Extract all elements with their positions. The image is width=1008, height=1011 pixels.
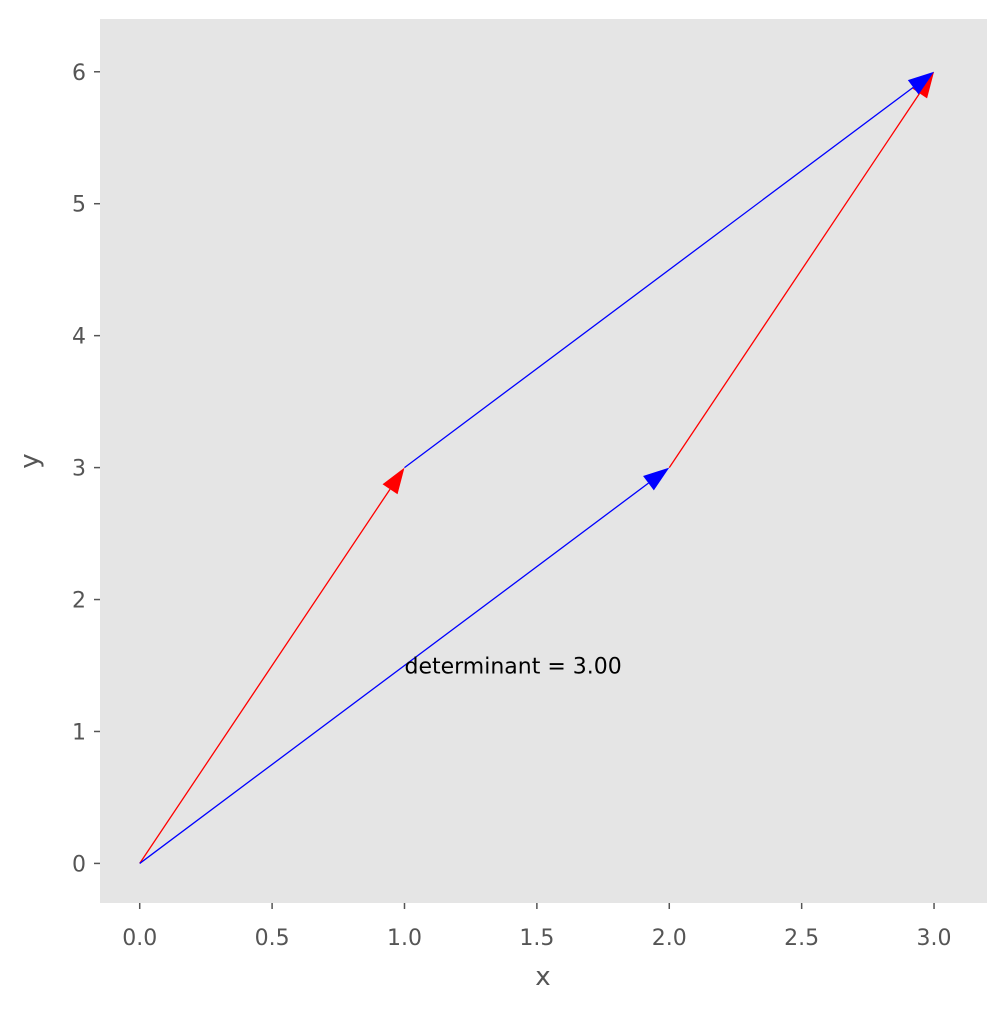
x-tick-label: 2.0 bbox=[652, 926, 687, 951]
annotation: determinant = 3.00 bbox=[404, 655, 621, 680]
y-tick-label: 6 bbox=[72, 61, 86, 86]
arrow-shaft bbox=[404, 86, 914, 469]
arrow-shaft bbox=[139, 482, 649, 864]
y-tick-label: 5 bbox=[72, 193, 86, 218]
arrow bbox=[139, 467, 405, 864]
x-axis-label: x bbox=[535, 962, 550, 992]
x-tick-label: 2.5 bbox=[784, 926, 819, 951]
arrow-head bbox=[907, 71, 935, 95]
arrow-shaft bbox=[668, 93, 921, 468]
plot-area bbox=[100, 19, 987, 903]
arrow-head bbox=[643, 467, 670, 491]
x-tick-label: 0.0 bbox=[122, 926, 157, 951]
x-tick-label: 3.0 bbox=[917, 926, 952, 951]
y-tick-label: 3 bbox=[72, 457, 86, 482]
x-tick-label: 1.5 bbox=[519, 926, 554, 951]
y-tick-label: 0 bbox=[72, 852, 86, 877]
y-axis-label: y bbox=[15, 453, 45, 468]
arrow-head bbox=[382, 467, 405, 495]
x-tick-label: 1.0 bbox=[387, 926, 422, 951]
y-tick-label: 4 bbox=[72, 325, 86, 350]
arrow bbox=[404, 71, 935, 469]
arrow bbox=[139, 467, 670, 864]
arrow-shaft bbox=[139, 488, 391, 864]
y-tick-label: 2 bbox=[72, 589, 86, 614]
y-tick-label: 1 bbox=[72, 720, 86, 745]
x-tick-label: 0.5 bbox=[255, 926, 290, 951]
